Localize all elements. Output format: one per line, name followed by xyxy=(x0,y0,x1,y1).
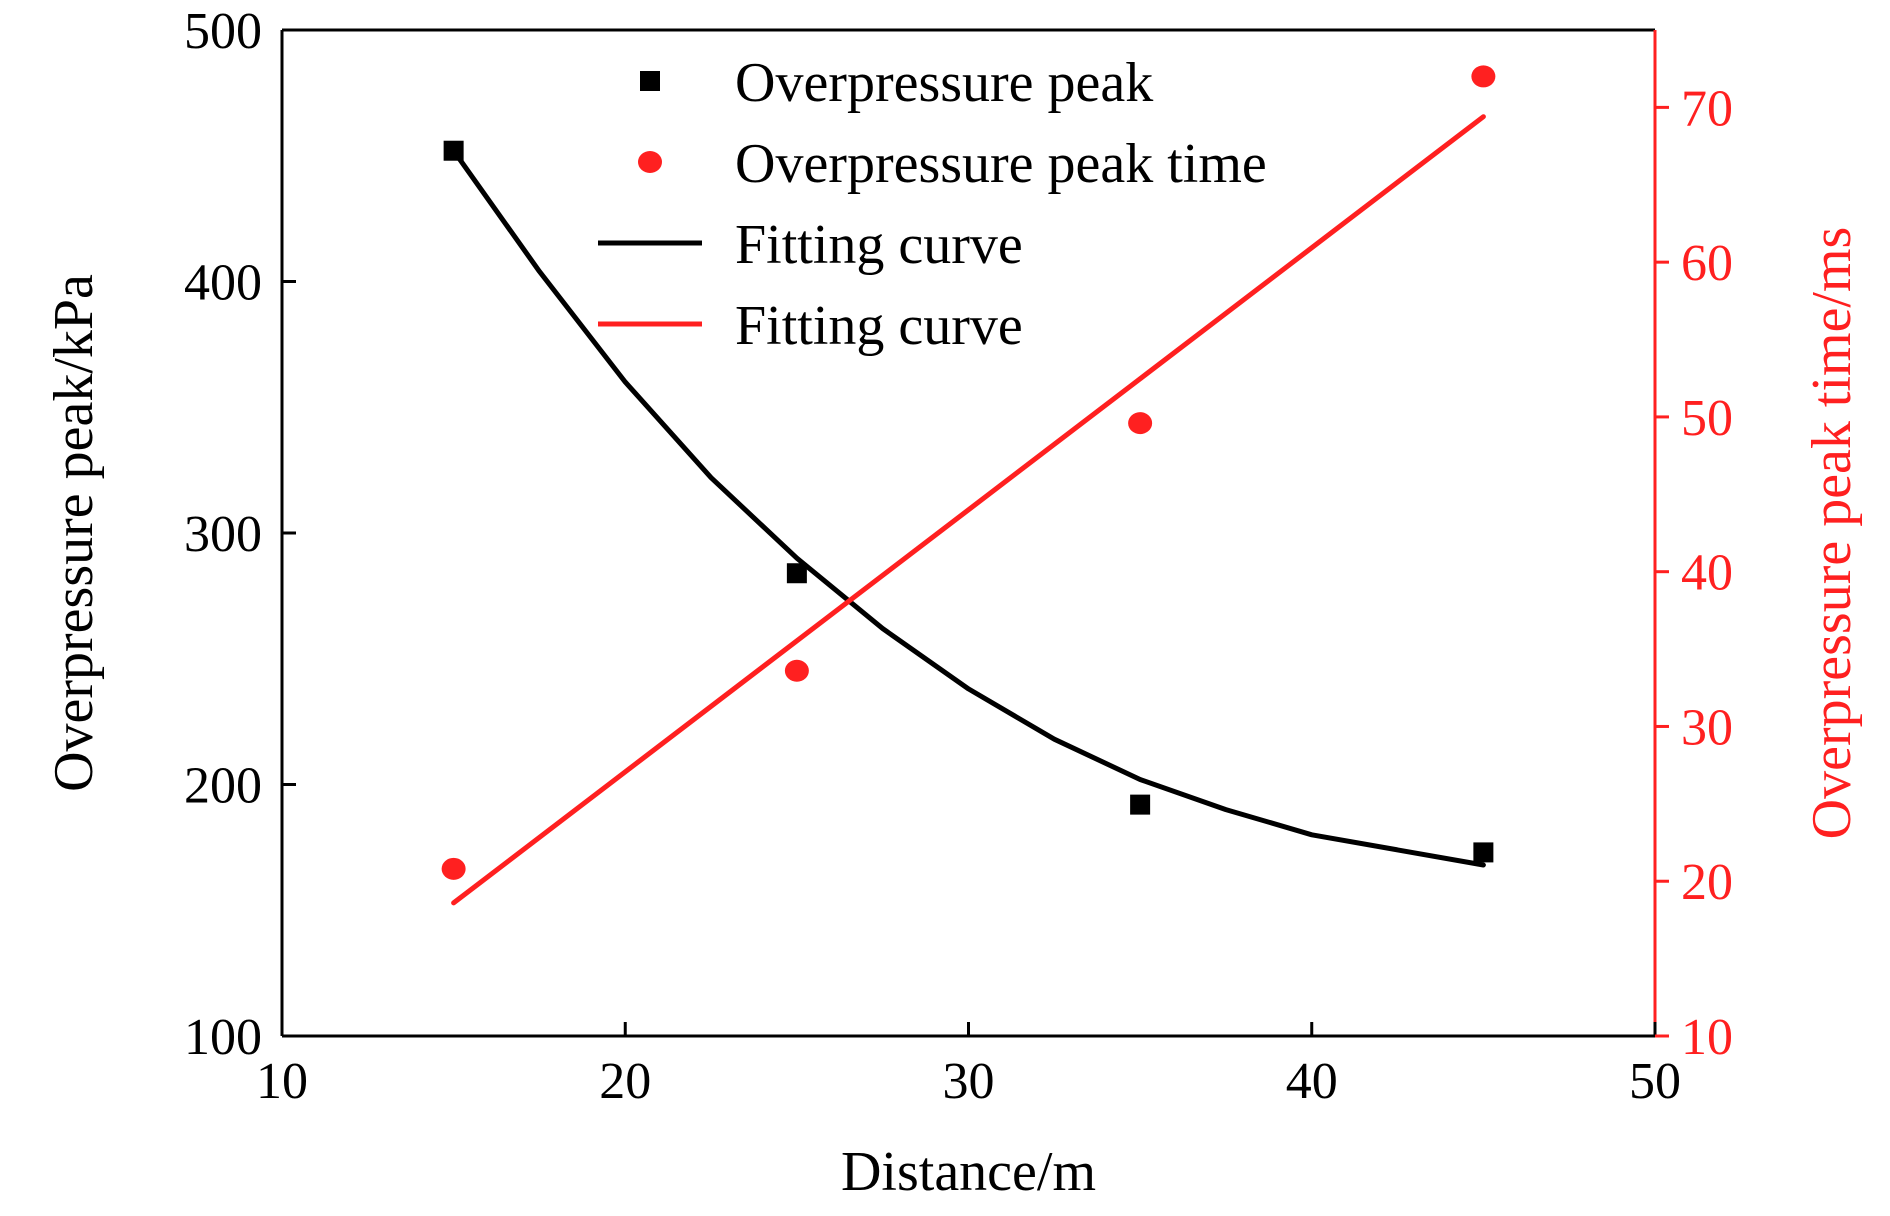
overpressure-peak-point xyxy=(786,563,807,584)
right-y-tick-label: 70 xyxy=(1681,80,1733,137)
right-y-tick-label: 50 xyxy=(1681,390,1733,447)
fitting-curve-line-peak xyxy=(451,148,1486,868)
legend: Overpressure peak Overpressure peak time F… xyxy=(598,52,1267,357)
left-y-tick-label: 300 xyxy=(184,506,262,563)
overpressure-peak-point xyxy=(1130,794,1151,815)
left-y-axis-title: Overpressure peak/kPa xyxy=(43,274,105,792)
legend-circle-marker xyxy=(638,151,662,173)
x-tick-label: 50 xyxy=(1629,1053,1681,1110)
x-tick-label: 20 xyxy=(599,1053,651,1110)
overpressure-peak-time-point xyxy=(1471,65,1496,88)
right-y-tick-label: 60 xyxy=(1681,235,1733,292)
overpressure-peak-time-point xyxy=(784,659,809,682)
overpressure-peak-point xyxy=(1473,842,1494,863)
left-y-tick-label: 400 xyxy=(184,255,262,312)
right-y-tick-label: 10 xyxy=(1681,1009,1733,1066)
legend-label: Overpressure peak xyxy=(735,52,1153,114)
left-y-tick-label: 500 xyxy=(184,3,262,60)
x-tick-label: 10 xyxy=(256,1053,308,1110)
right-y-tick-label: 40 xyxy=(1681,545,1733,602)
overpressure-peak-time-point xyxy=(1128,412,1153,435)
axes: 10 20 30 40 50 100 200 300 400 500 10 20 30 40 50 60 70 D… xyxy=(43,3,1863,1203)
x-axis-title: Distance/m xyxy=(841,1141,1096,1203)
left-y-tick-label: 200 xyxy=(184,758,262,815)
legend-label: Fitting curve xyxy=(735,214,1023,276)
plot-marks xyxy=(441,65,1496,906)
overpressure-peak-point xyxy=(443,140,464,161)
legend-label: Fitting curve xyxy=(735,295,1023,357)
overpressure-peak-time-point xyxy=(441,857,466,880)
right-y-tick-label: 20 xyxy=(1681,854,1733,911)
x-tick-label: 30 xyxy=(943,1053,995,1110)
legend-label: Overpressure peak time xyxy=(735,133,1267,195)
legend-square-marker xyxy=(640,71,660,91)
x-tick-label: 40 xyxy=(1286,1053,1338,1110)
right-y-tick-label: 30 xyxy=(1681,699,1733,756)
right-y-axis-title: Overpressure peak time/ms xyxy=(1801,227,1863,840)
fitting-curve-line-time xyxy=(451,114,1486,906)
left-y-tick-label: 100 xyxy=(184,1009,262,1066)
